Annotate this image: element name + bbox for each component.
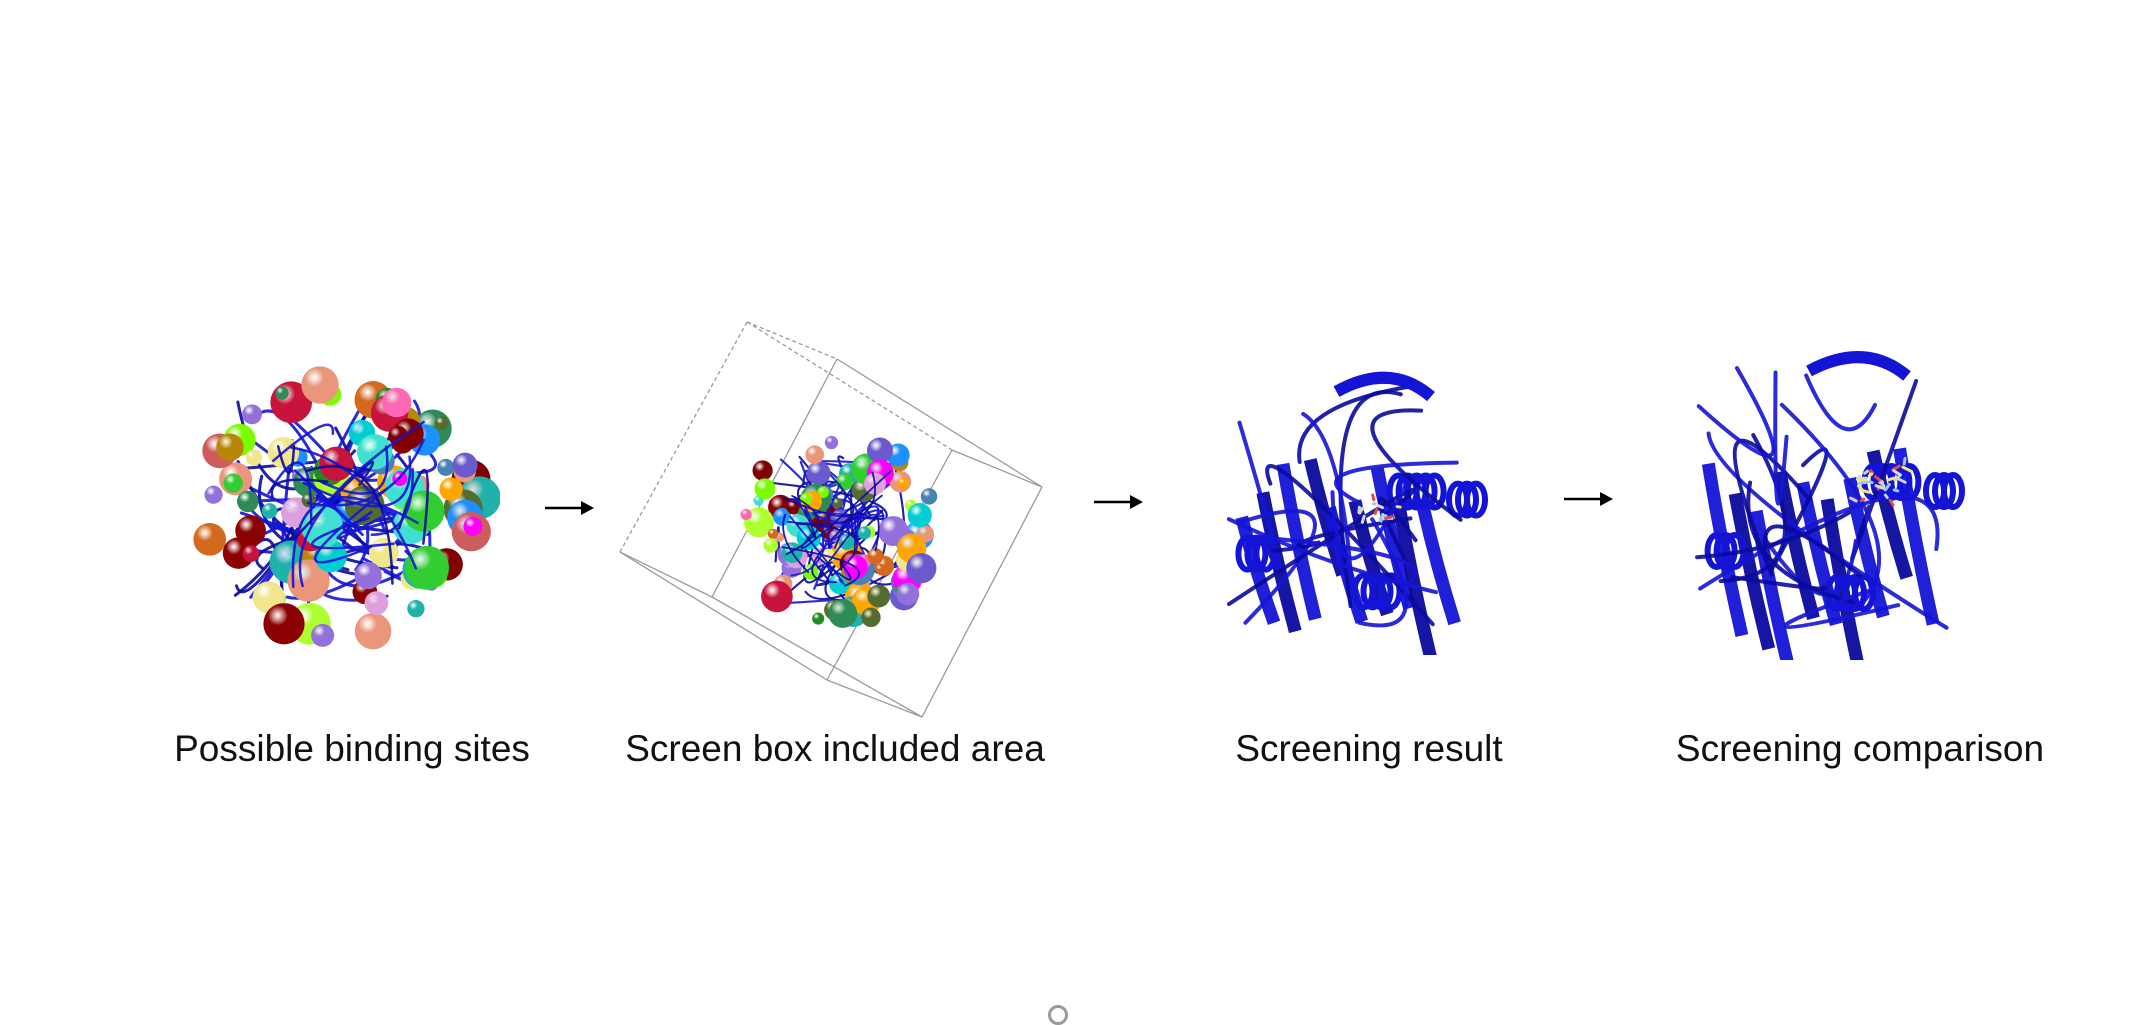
- screen-box-image: [612, 312, 1052, 722]
- screening-result-image: [1200, 345, 1500, 655]
- arrow-right-icon: [543, 496, 595, 520]
- protein-ribbon-compare-icon: [1668, 325, 1978, 660]
- protein-ribbon-icon: [1200, 345, 1500, 655]
- caption-screening-result: Screening result: [1235, 728, 1502, 770]
- arrow-2: [1092, 490, 1144, 519]
- arrow-3: [1562, 487, 1614, 516]
- screen-box-icon: [612, 312, 1052, 722]
- binding-sites-spheres-icon: [180, 340, 500, 660]
- screening-comparison-image: [1668, 325, 1978, 660]
- arrow-1: [543, 496, 595, 525]
- slide-indicator-icon: [1048, 1005, 1068, 1025]
- caption-possible-binding-sites: Possible binding sites: [174, 728, 530, 770]
- arrow-right-icon: [1092, 490, 1144, 514]
- caption-screen-box-included-area: Screen box included area: [625, 728, 1045, 770]
- arrow-right-icon: [1562, 487, 1614, 511]
- binding-sites-image: [180, 340, 500, 660]
- caption-screening-comparison: Screening comparison: [1676, 728, 2044, 770]
